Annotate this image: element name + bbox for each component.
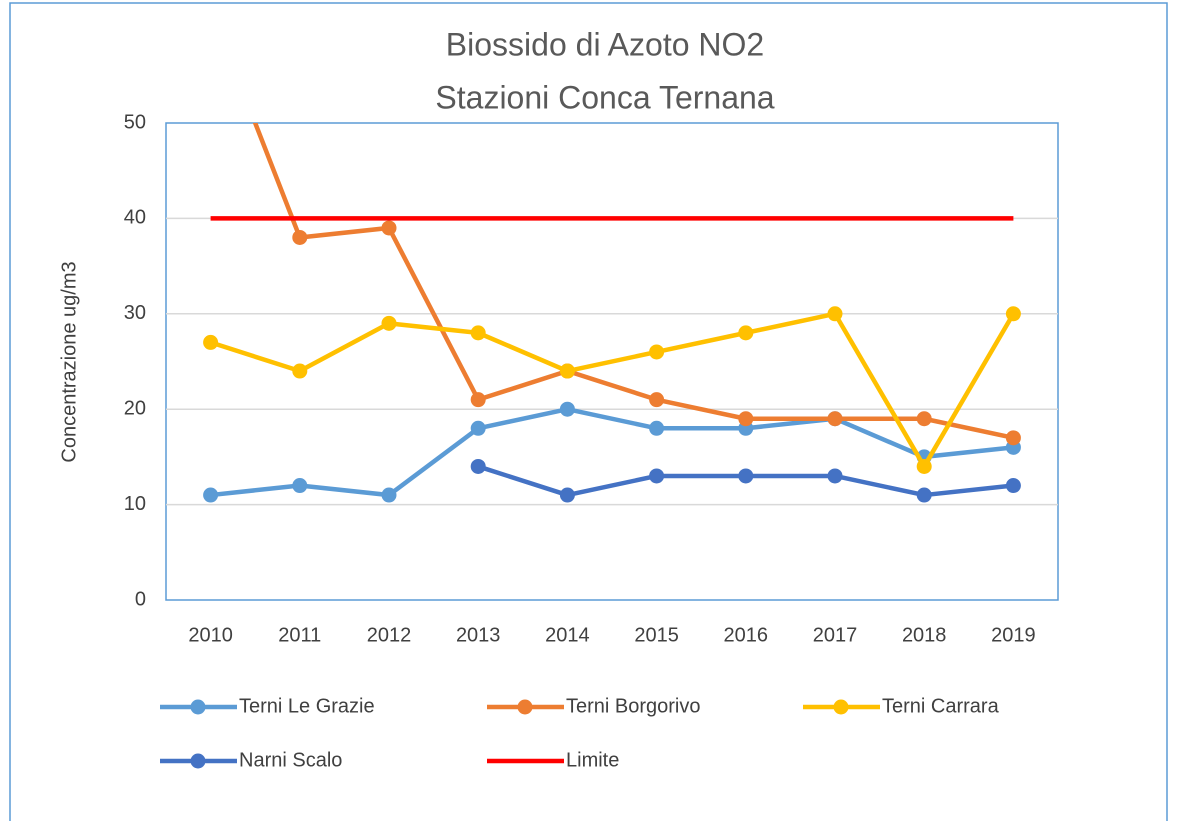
- y-tick-label: 30: [124, 302, 146, 324]
- data-point: [292, 478, 308, 494]
- x-tick-label: 2018: [902, 624, 947, 646]
- y-tick-label: 40: [124, 207, 146, 229]
- data-point: [916, 487, 932, 503]
- data-point: [738, 411, 754, 427]
- legend-marker: [190, 699, 206, 715]
- legend-label: Limite: [566, 749, 619, 771]
- chart-frame: [9, 2, 1168, 821]
- data-point: [470, 325, 486, 341]
- legend-marker: [517, 699, 533, 715]
- data-point: [381, 315, 397, 331]
- series-line: [210, 406, 1014, 498]
- x-tick-label: 2017: [813, 624, 858, 646]
- x-tick-label: 2019: [991, 624, 1036, 646]
- data-point: [470, 458, 486, 474]
- data-point: [559, 487, 575, 503]
- data-point: [738, 468, 754, 484]
- data-point: [203, 487, 219, 503]
- data-point: [827, 306, 843, 322]
- x-tick-label: 2016: [724, 624, 769, 646]
- x-tick-label: 2013: [456, 624, 501, 646]
- plot-series: [203, 123, 1021, 503]
- data-point: [649, 344, 665, 360]
- chart-title: Biossido di Azoto NO2: [446, 26, 764, 62]
- data-point: [381, 220, 397, 236]
- data-point: [1005, 306, 1021, 322]
- data-point: [827, 468, 843, 484]
- data-point: [649, 468, 665, 484]
- chart-subtitle: Stazioni Conca Ternana: [435, 79, 774, 115]
- legend-label: Terni Le Grazie: [239, 695, 375, 717]
- series-line: [209, 311, 1016, 469]
- legend-marker: [190, 753, 206, 769]
- data-point: [292, 229, 308, 245]
- y-tick-label: 10: [124, 493, 146, 515]
- data-point: [1005, 478, 1021, 494]
- legend-label: Narni Scalo: [239, 749, 342, 771]
- data-point: [916, 458, 932, 474]
- data-point: [203, 334, 219, 350]
- data-point: [470, 392, 486, 408]
- y-tick-label: 0: [135, 588, 146, 610]
- x-tick-label: 2011: [278, 624, 321, 646]
- data-point: [559, 401, 575, 417]
- x-tick-label: 2015: [634, 624, 679, 646]
- data-point: [559, 363, 575, 379]
- y-tick-label: 20: [124, 397, 146, 419]
- data-point: [292, 363, 308, 379]
- data-point: [1005, 430, 1021, 446]
- series-line: [252, 123, 1014, 441]
- data-point: [827, 411, 843, 427]
- plot-frame: [165, 122, 1059, 601]
- legend-label: Terni Borgorivo: [566, 695, 701, 717]
- data-point: [649, 392, 665, 408]
- y-axis-label: Concentrazione ug/m3: [58, 261, 80, 462]
- data-point: [738, 325, 754, 341]
- x-tick-label: 2014: [545, 624, 590, 646]
- legend-marker: [833, 699, 849, 715]
- data-point: [649, 420, 665, 436]
- x-tick-label: 2010: [188, 624, 233, 646]
- data-point: [470, 420, 486, 436]
- data-point: [916, 411, 932, 427]
- x-tick-label: 2012: [367, 624, 412, 646]
- legend-label: Terni Carrara: [882, 695, 1000, 717]
- data-point: [381, 487, 397, 503]
- y-tick-label: 50: [124, 111, 146, 133]
